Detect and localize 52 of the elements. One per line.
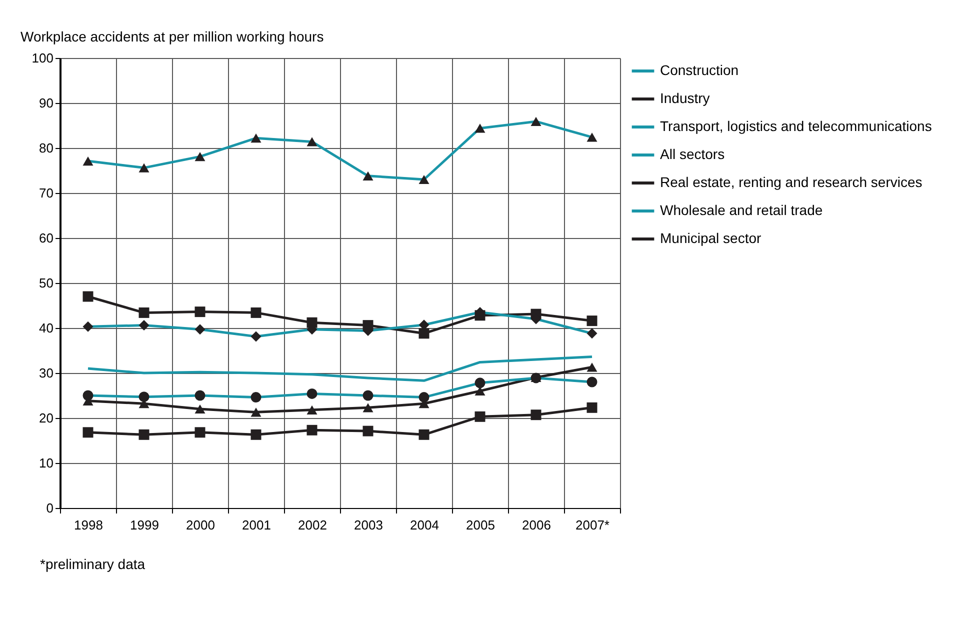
- point: [194, 306, 206, 318]
- y-tick-label: 80: [39, 140, 54, 156]
- text: *preliminary data: [40, 556, 146, 572]
- legend-label: Transport, logistics and telecommunications: [660, 118, 932, 134]
- x-tick-label: 2005: [466, 518, 495, 532]
- legend-label: Industry: [660, 90, 710, 106]
- x-tick-label: 2000: [186, 518, 215, 532]
- x-tick-label: 1998: [74, 518, 103, 532]
- x-tick-label: 2007*: [576, 518, 610, 532]
- x-tick-label: 2003: [354, 518, 383, 532]
- legend-label: Real estate, renting and research services: [660, 174, 922, 190]
- point: [82, 427, 94, 438]
- legend-label: Construction: [660, 62, 739, 78]
- y-tick-label: 60: [39, 230, 54, 246]
- y-tick-label: 20: [39, 410, 54, 426]
- point: [250, 429, 262, 440]
- point: [362, 426, 374, 436]
- point: [250, 408, 262, 417]
- y-axis-title: Workplace accidents at per million working hours: [20, 28, 324, 44]
- point: [362, 403, 374, 412]
- point: [586, 362, 598, 372]
- point: [474, 411, 486, 422]
- point: [418, 429, 430, 440]
- point: [306, 405, 318, 414]
- point: [530, 410, 542, 420]
- y-tick-label: 100: [32, 50, 54, 66]
- x-tick-label: 2004: [410, 518, 439, 532]
- y-tick-label: 90: [39, 96, 54, 110]
- line-series: [86, 356, 594, 382]
- point: [138, 307, 150, 318]
- x-tick-label: 2002: [298, 518, 327, 532]
- x-tick-label: 1999: [130, 518, 159, 532]
- y-tick-label: 40: [39, 320, 54, 336]
- point: [82, 291, 94, 302]
- point: [194, 404, 206, 414]
- y-tick-label: 10: [39, 456, 54, 470]
- y-tick-label: 0: [46, 500, 54, 516]
- legend-label: Municipal sector: [660, 230, 762, 246]
- point: [306, 424, 318, 436]
- y-tick-label: 70: [39, 186, 54, 200]
- y-tick-label: 50: [39, 276, 54, 290]
- point: [250, 307, 262, 318]
- point: [586, 402, 598, 413]
- point: [138, 429, 150, 440]
- point: [586, 316, 598, 326]
- point: [418, 328, 430, 339]
- legend-label: Wholesale and retail trade: [660, 202, 823, 218]
- point: [194, 427, 206, 438]
- x-tick-label: 2006: [522, 518, 551, 532]
- y-tick-label: 30: [39, 366, 54, 380]
- legend-label: All sectors: [660, 146, 725, 162]
- x-tick-label: 2001: [242, 518, 271, 532]
